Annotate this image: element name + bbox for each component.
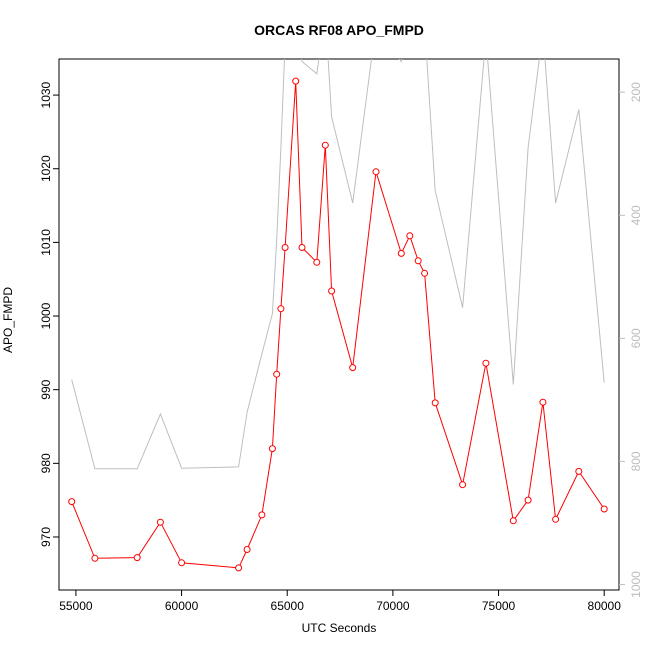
y-axis: 970 980 990 1000 1010 1020 1030 [39, 81, 59, 547]
data-point [372, 168, 380, 176]
data-point [258, 511, 266, 519]
y-tick-label: 1020 [39, 155, 53, 182]
data-point [349, 364, 357, 372]
data-point [268, 445, 276, 453]
data-point [313, 258, 321, 266]
right-tick-label: 800 [629, 451, 643, 471]
data-point [133, 554, 141, 562]
data-point [431, 399, 439, 407]
data-point [156, 518, 164, 526]
data-point [397, 249, 405, 257]
y-tick-label: 980 [39, 453, 53, 473]
x-tick-label: 60000 [165, 599, 199, 613]
y-tick-label: 970 [39, 527, 53, 547]
data-point [178, 559, 186, 567]
x-tick-label: 80000 [588, 599, 622, 613]
right-tick-label: 600 [629, 328, 643, 348]
data-point [328, 287, 336, 295]
data-point [406, 232, 414, 240]
x-tick-label: 55000 [59, 599, 93, 613]
data-point [459, 481, 467, 489]
x-tick-label: 65000 [271, 599, 305, 613]
y-tick-label: 1030 [39, 81, 53, 108]
x-axis-label: UTC Seconds [302, 621, 377, 635]
x-axis: 55000 60000 65000 70000 75000 80000 [59, 590, 621, 613]
data-point [600, 505, 608, 513]
data-point [421, 269, 429, 277]
right-series-group [71, 59, 605, 470]
right-tick-label: 1000 [629, 571, 643, 598]
data-point [235, 564, 243, 572]
data-point [68, 498, 76, 506]
left-series-group [68, 77, 608, 572]
y-axis-label: APO_FMPD [1, 287, 15, 353]
data-point [539, 398, 547, 406]
data-point [575, 467, 583, 475]
data-point [321, 141, 329, 149]
data-point [281, 244, 289, 251]
data-point [482, 359, 490, 367]
data-point [509, 517, 517, 525]
series-line-left [71, 81, 605, 569]
y-tick-label: 1000 [39, 302, 53, 329]
x-tick-label: 75000 [482, 599, 516, 613]
y-tick-label: 990 [39, 379, 53, 399]
data-point [273, 370, 281, 378]
chart-title: ORCAS RF08 APO_FMPD [254, 22, 424, 38]
data-point [414, 257, 422, 265]
right-tick-label: 400 [629, 205, 643, 225]
data-point [243, 546, 251, 553]
right-tick-label: 200 [629, 82, 643, 102]
data-point [524, 496, 532, 504]
data-point [292, 77, 300, 85]
data-point [298, 244, 306, 251]
data-point [91, 554, 99, 562]
plot-frame [58, 58, 620, 591]
right-axis: 200 400 600 800 1000 [619, 82, 643, 598]
x-tick-label: 70000 [376, 599, 410, 613]
data-point [277, 305, 285, 313]
y-tick-label: 1010 [39, 229, 53, 256]
series-line-right [71, 59, 605, 470]
data-point [552, 515, 560, 523]
